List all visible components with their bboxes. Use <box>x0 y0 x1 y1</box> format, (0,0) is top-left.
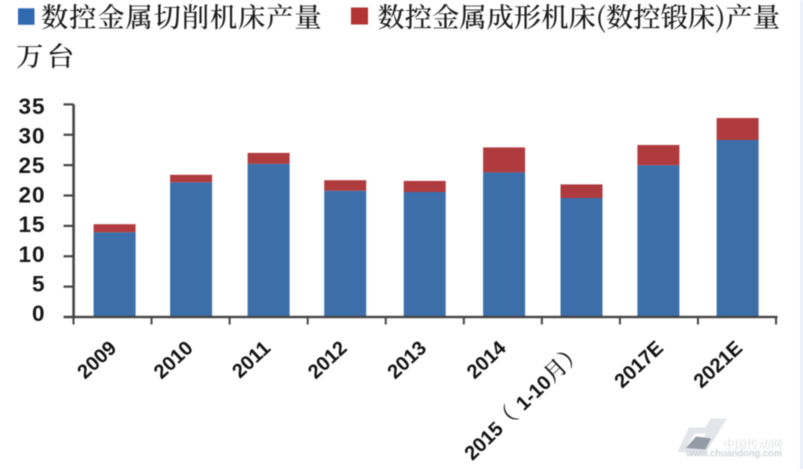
svg-text:25: 25 <box>18 153 45 178</box>
svg-text:35: 35 <box>18 94 45 119</box>
svg-text:15: 15 <box>18 212 45 237</box>
svg-text:10: 10 <box>18 242 45 267</box>
svg-text:5: 5 <box>32 271 46 296</box>
svg-text:0: 0 <box>32 301 46 326</box>
svg-text:20: 20 <box>18 183 45 208</box>
svg-text:www.chuandong.com: www.chuandong.com <box>685 448 782 460</box>
svg-text:30: 30 <box>18 123 45 148</box>
